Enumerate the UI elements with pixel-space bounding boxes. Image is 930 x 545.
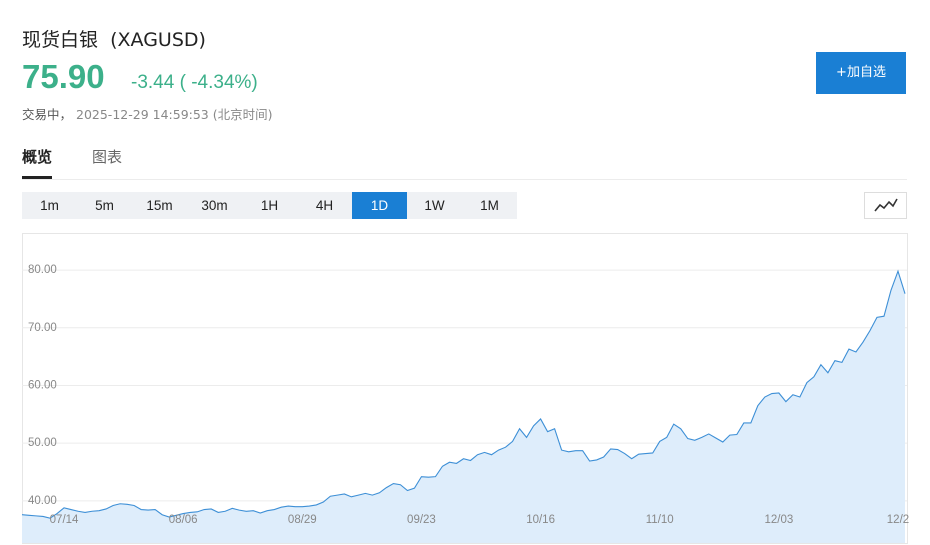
x-tick-label: 12/2 bbox=[887, 514, 909, 526]
x-tick-label: 09/23 bbox=[407, 514, 436, 526]
price-line bbox=[21, 269, 906, 519]
title-row: 现货白银 (XAGUSD) bbox=[22, 25, 206, 52]
x-tick-label: 10/16 bbox=[526, 514, 555, 526]
tab[interactable]: 图表 bbox=[92, 148, 123, 166]
interval-button[interactable]: 1D bbox=[352, 192, 407, 219]
area-fill bbox=[22, 271, 905, 543]
separator bbox=[22, 179, 907, 180]
tab[interactable]: 概览 bbox=[22, 146, 53, 179]
trading-status: 交易中， bbox=[22, 107, 73, 122]
timestamp: 2025-12-29 14:59:53 bbox=[76, 107, 209, 122]
interval-button[interactable]: 4H bbox=[315, 198, 334, 213]
interval-button[interactable]: 5m bbox=[95, 198, 114, 213]
timezone: (北京时间) bbox=[212, 107, 273, 122]
x-tick-label: 12/03 bbox=[764, 514, 793, 526]
change-value: -3.44 bbox=[131, 72, 175, 93]
interval-button[interactable]: 1M bbox=[480, 198, 499, 213]
change: -3.44 ( -4.34%) bbox=[131, 72, 258, 94]
y-tick-label: 80.00 bbox=[28, 264, 57, 276]
y-tick-label: 40.00 bbox=[28, 495, 57, 507]
y-tick-label: 70.00 bbox=[28, 322, 57, 334]
interval-button[interactable]: 30m bbox=[201, 198, 228, 213]
chart-type-button[interactable] bbox=[864, 192, 907, 219]
instrument-name: 现货白银 bbox=[22, 29, 99, 51]
chart-frame bbox=[22, 233, 908, 544]
interval-button[interactable]: 15m bbox=[146, 198, 173, 213]
x-tick-label: 07/14 bbox=[50, 514, 79, 526]
x-tick-label: 11/10 bbox=[646, 514, 674, 526]
add-watchlist-button[interactable]: +加自选 bbox=[816, 52, 906, 94]
interval-button[interactable]: 1m bbox=[40, 198, 59, 213]
chart-type-icon bbox=[874, 198, 898, 212]
status-row: 交易中， 2025-12-29 14:59:53 (北京时间) bbox=[22, 104, 273, 123]
y-tick-label: 60.00 bbox=[28, 380, 57, 392]
tabs: 概览 图表 bbox=[22, 146, 122, 179]
y-tick-label: 50.00 bbox=[28, 437, 57, 449]
symbol: (XAGUSD) bbox=[110, 29, 206, 51]
interval-button[interactable]: 1W bbox=[424, 198, 445, 213]
x-tick-label: 08/06 bbox=[169, 514, 198, 526]
change-percent: ( -4.34%) bbox=[179, 72, 258, 93]
x-tick-label: 08/29 bbox=[288, 514, 317, 526]
interval-button[interactable]: 1H bbox=[260, 198, 279, 213]
price: 75.90 bbox=[22, 58, 105, 95]
interval-bar: 1m 5m 15m 30m 1H 4H 1D 1W 1M bbox=[22, 192, 517, 219]
